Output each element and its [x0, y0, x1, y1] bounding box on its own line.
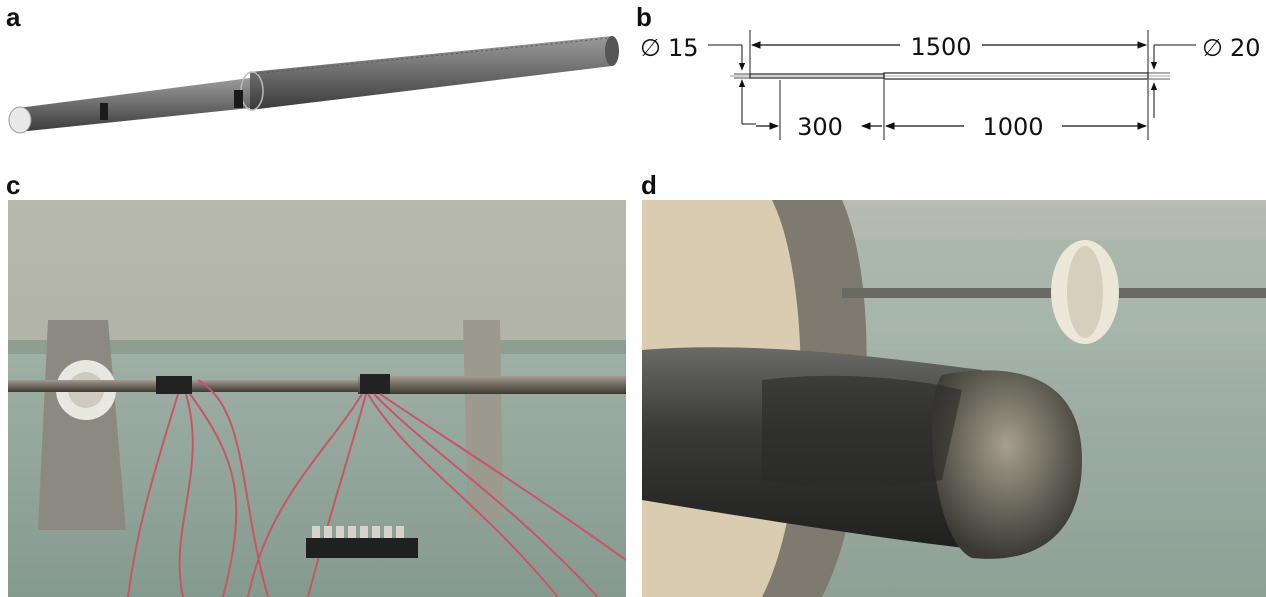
gauge-mark-2	[234, 90, 243, 108]
panel-b-drawing: 1500 300 1000 ∅ 15 ∅ 20	[640, 30, 1261, 141]
shaft-thin-segment	[18, 78, 250, 132]
test-shaft-thick	[358, 376, 626, 394]
panel-a-shaft-render	[8, 36, 619, 134]
panel-label-b: b	[636, 2, 652, 32]
shaft-thick-segment	[250, 36, 612, 110]
shaft-tip	[932, 370, 1082, 559]
shaft-end-right	[605, 36, 619, 66]
gauge-mark-1	[100, 103, 108, 120]
panel-label-d: d	[641, 170, 657, 200]
strain-gauge-2	[360, 374, 390, 394]
dim-left-diameter-symbol: ∅	[640, 34, 661, 62]
dim-right-segment: 1000	[982, 113, 1043, 141]
dim-left-diameter-value: 15	[668, 34, 699, 62]
panel-label-c: c	[6, 170, 21, 200]
panel-d-closeup-photo	[642, 200, 1266, 597]
dim-total-length: 1500	[910, 33, 971, 61]
strain-gauge-1	[156, 376, 192, 394]
dim-right-diameter-value: 20	[1230, 34, 1261, 62]
shaft-end-left	[8, 106, 32, 134]
terminal-strip	[306, 538, 418, 558]
panel-c-rig-photo	[8, 200, 626, 597]
panel-label-a: a	[6, 2, 21, 32]
dim-right-diameter-symbol: ∅	[1202, 34, 1223, 62]
dim-left-segment: 300	[797, 113, 843, 141]
